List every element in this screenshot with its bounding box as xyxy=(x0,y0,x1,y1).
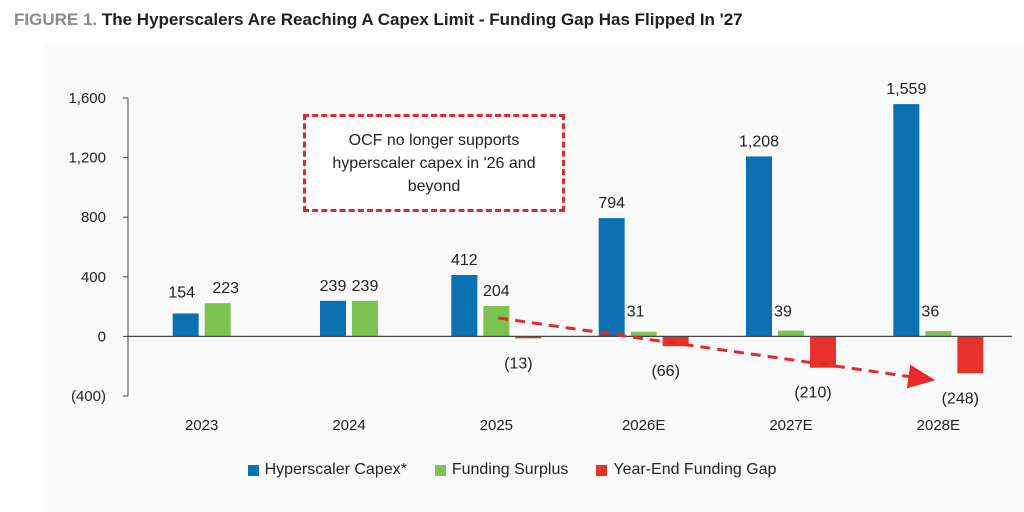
y-tick-label: 0 xyxy=(98,328,106,345)
y-tick-label: 400 xyxy=(81,269,106,286)
y-tick-label: 1,600 xyxy=(68,90,106,107)
bar-year-end-funding-gap xyxy=(662,336,689,347)
x-category-label: 2024 xyxy=(332,417,365,434)
legend-item: Year-End Funding Gap xyxy=(596,461,776,479)
bar-year-end-funding-gap xyxy=(810,336,836,368)
bar-funding-surplus xyxy=(630,331,657,337)
legend-label: Hyperscaler Capex* xyxy=(264,461,407,478)
annotation-text: OCF no longer supports hyperscaler capex… xyxy=(332,131,536,195)
data-label: 239 xyxy=(352,278,379,295)
y-tick-label: (400) xyxy=(71,388,106,405)
bar-hyperscaler-capex xyxy=(893,104,920,337)
data-label: 239 xyxy=(320,278,347,295)
bar-year-end-funding-gap xyxy=(515,336,542,339)
legend-swatch xyxy=(596,464,608,476)
data-label: (210) xyxy=(794,385,831,402)
x-category-label: 2025 xyxy=(480,417,513,434)
trend-arrow xyxy=(498,316,936,389)
data-label: 31 xyxy=(627,303,645,320)
y-tick-label: 1,200 xyxy=(68,150,106,167)
x-category-label: 2027E xyxy=(769,417,812,434)
data-label: 1,559 xyxy=(886,81,926,98)
bar-funding-surplus xyxy=(483,306,510,337)
chart-title: FIGURE 1. The Hyperscalers Are Reaching … xyxy=(14,10,743,30)
bar-hyperscaler-capex xyxy=(451,275,478,337)
x-category-label: 2026E xyxy=(622,417,665,434)
data-label: (13) xyxy=(504,355,532,372)
data-label: 154 xyxy=(168,284,195,301)
bar-hyperscaler-capex xyxy=(320,300,346,337)
legend-item: Hyperscaler Capex* xyxy=(247,461,407,479)
legend-item: Funding Surplus xyxy=(434,461,569,479)
data-label: 1,208 xyxy=(739,133,779,150)
bar-funding-surplus xyxy=(352,300,378,337)
data-label: (66) xyxy=(651,363,679,380)
data-label: 39 xyxy=(774,303,792,320)
bar-hyperscaler-capex xyxy=(172,313,199,337)
x-category-label: 2023 xyxy=(185,417,218,434)
legend-label: Year-End Funding Gap xyxy=(613,461,777,478)
bar-funding-surplus xyxy=(778,330,804,337)
legend-swatch xyxy=(247,464,259,476)
title-text: The Hyperscalers Are Reaching A Capex Li… xyxy=(101,10,743,29)
y-tick-label: 800 xyxy=(81,209,106,226)
bar-funding-surplus xyxy=(204,303,231,337)
bar-year-end-funding-gap xyxy=(957,336,984,374)
data-label: 223 xyxy=(212,280,239,297)
bar-hyperscaler-capex xyxy=(746,156,772,337)
data-label: 204 xyxy=(483,283,510,300)
legend-label: Funding Surplus xyxy=(451,461,569,478)
bar-hyperscaler-capex xyxy=(598,218,625,337)
chart-legend: Hyperscaler Capex* Funding Surplus Year-En… xyxy=(0,461,1024,479)
x-category-label: 2028E xyxy=(917,417,960,434)
figure-label: FIGURE 1. xyxy=(14,10,98,29)
legend-swatch xyxy=(434,464,446,476)
annotation-callout: OCF no longer supports hyperscaler capex… xyxy=(303,114,565,212)
data-label: 412 xyxy=(451,252,478,269)
data-label: (248) xyxy=(942,390,979,407)
bar-funding-surplus xyxy=(925,331,952,337)
data-label: 794 xyxy=(598,195,625,212)
data-label: 36 xyxy=(921,303,939,320)
